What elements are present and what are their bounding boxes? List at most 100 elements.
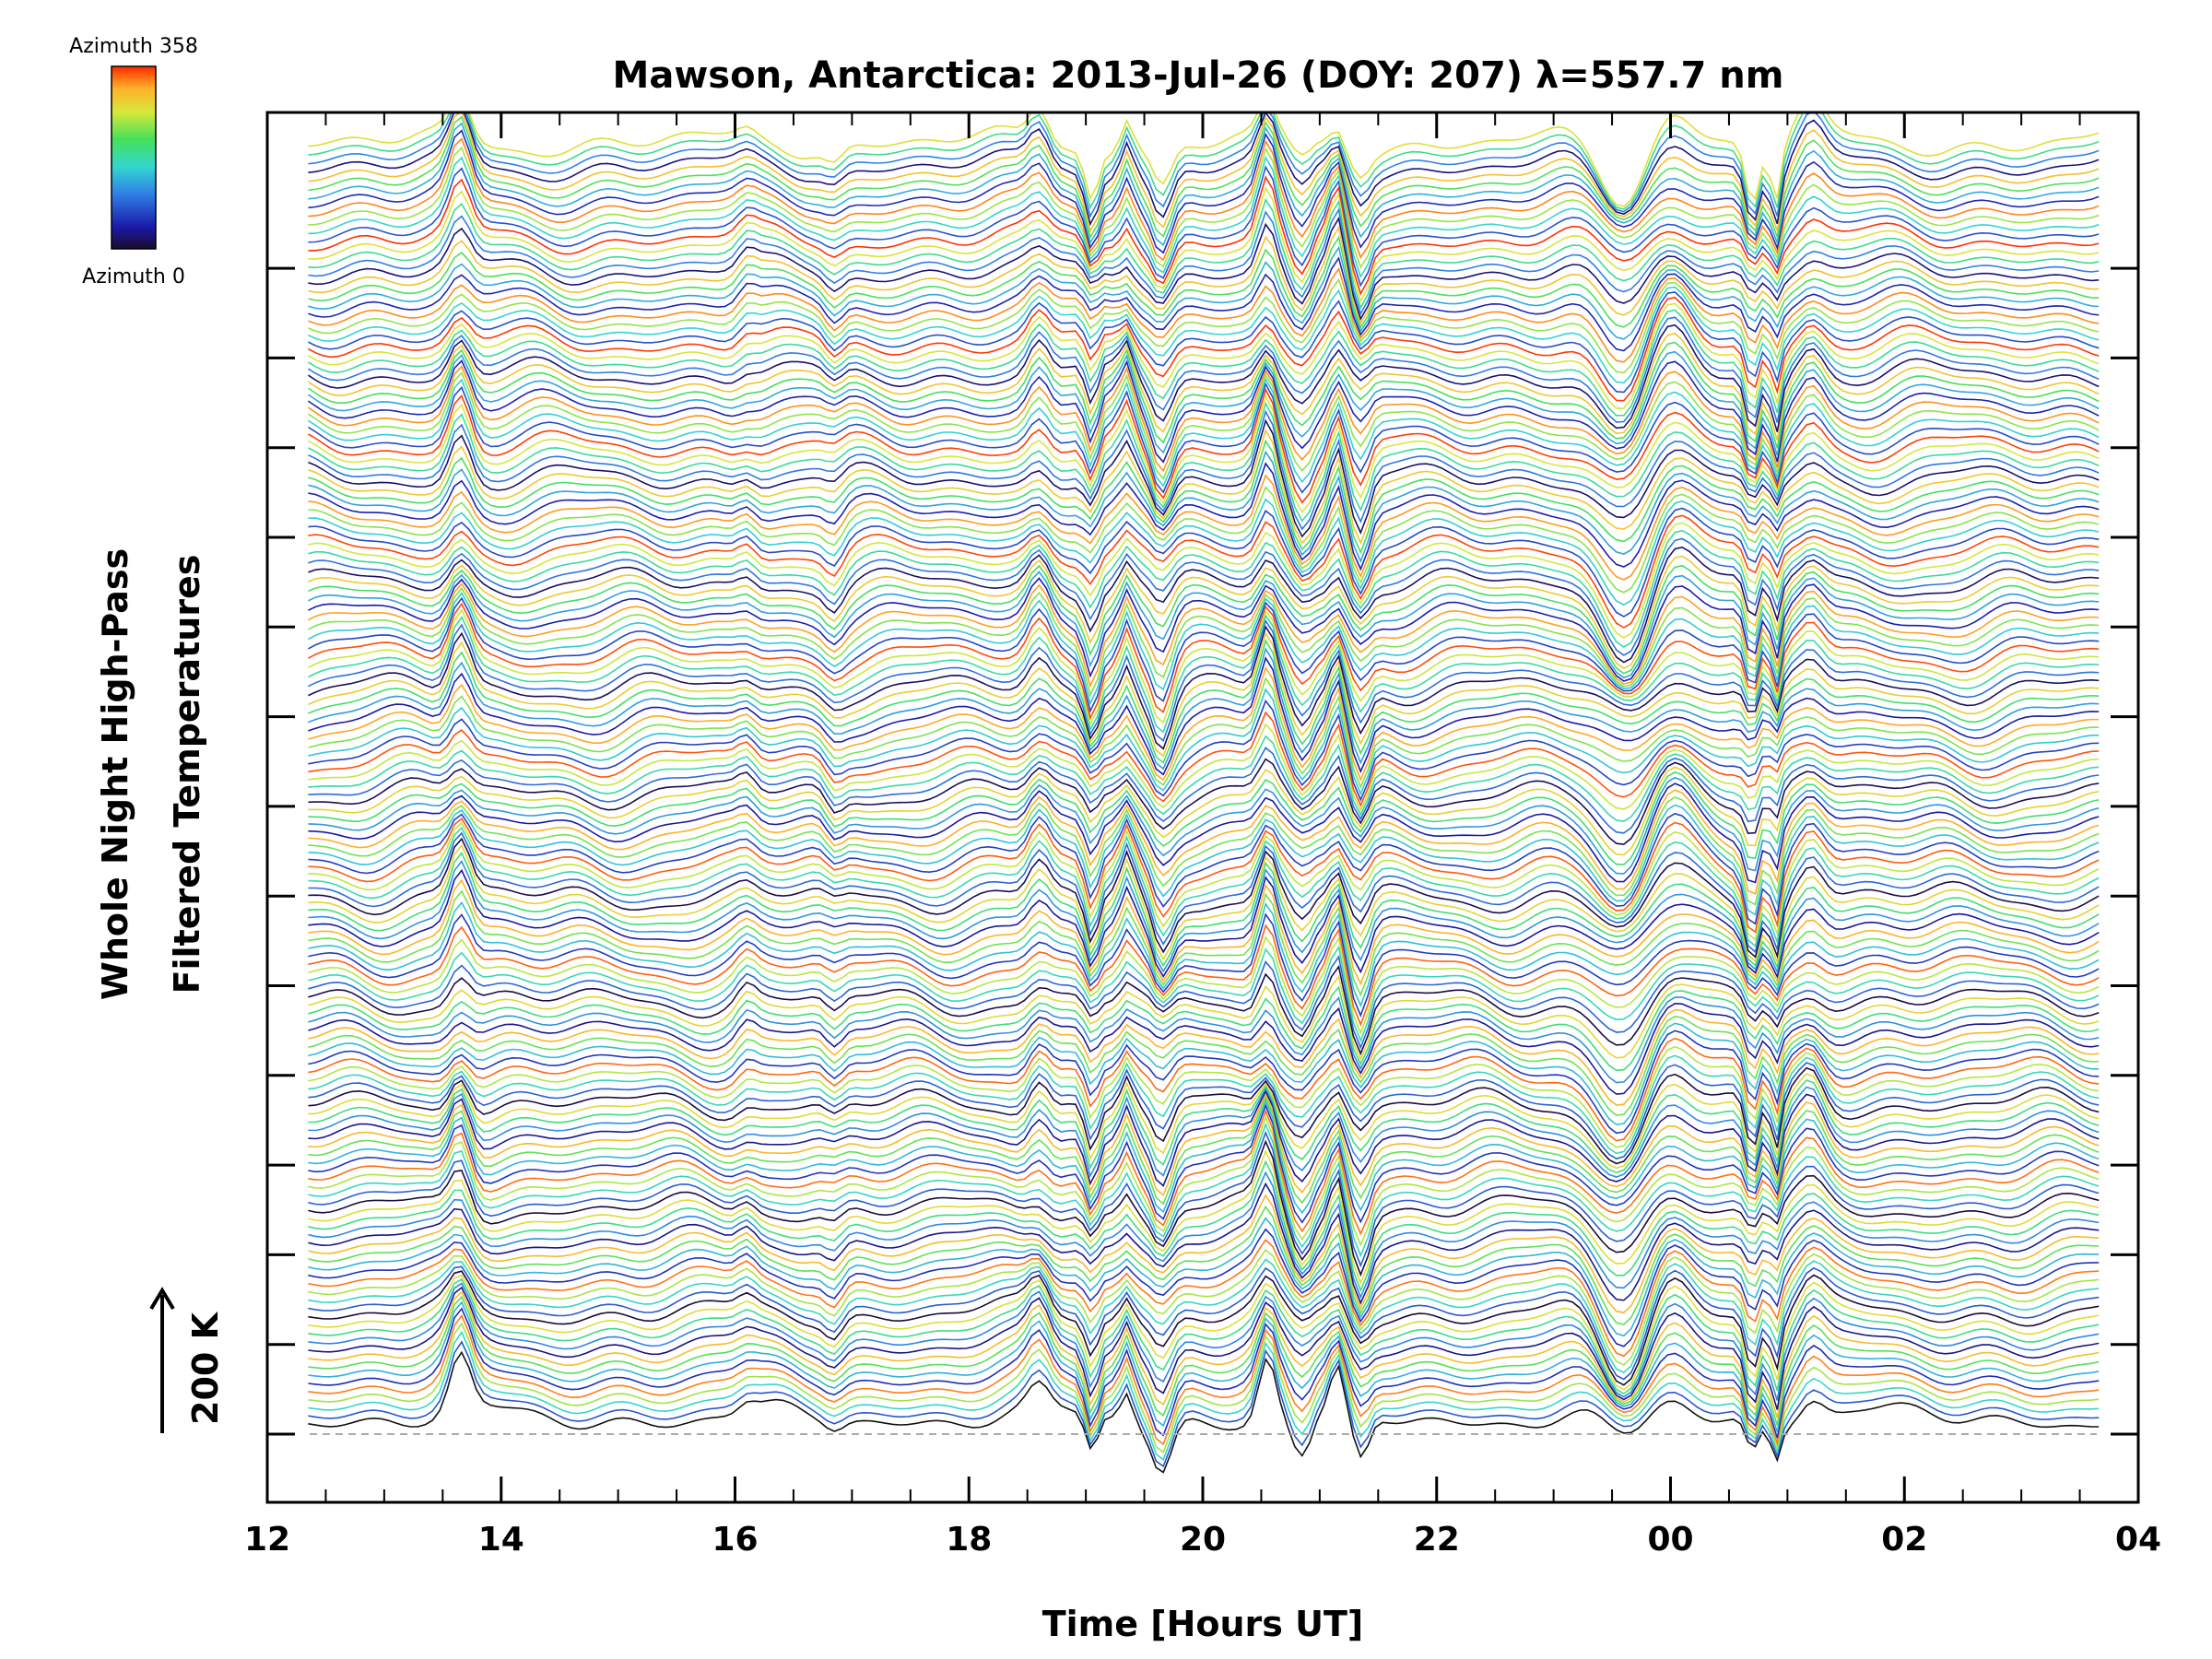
azimuth-trace <box>308 1095 2100 1206</box>
x-tick-marks <box>265 112 2140 1502</box>
azimuth-trace <box>308 804 2100 916</box>
azimuth-trace <box>308 592 2100 706</box>
azimuth-trace <box>308 507 2100 618</box>
plot-frame <box>265 111 2140 1504</box>
azimuth-trace <box>308 747 2100 834</box>
azimuth-trace <box>308 758 2100 845</box>
azimuth-trace <box>308 115 2100 241</box>
azimuth-trace <box>308 296 2100 402</box>
azimuth-trace <box>308 859 2100 975</box>
azimuth-trace <box>308 955 2100 1050</box>
azimuth-trace <box>308 266 2100 363</box>
x-tick-label: 02 <box>1881 1521 1927 1559</box>
azimuth-trace <box>307 387 2100 504</box>
azimuth-trace <box>308 1054 2100 1155</box>
azimuth-trace <box>308 1217 2100 1337</box>
azimuth-trace <box>308 766 2100 856</box>
x-tick-label: 04 <box>2115 1521 2161 1559</box>
azimuth-trace <box>308 256 2100 352</box>
azimuth-trace <box>308 401 2100 523</box>
azimuth-trace <box>308 112 2100 210</box>
azimuth-trace <box>308 974 2100 1061</box>
azimuth-trace <box>308 1270 2100 1386</box>
azimuth-trace <box>308 618 2100 743</box>
azimuth-trace <box>308 1274 2100 1391</box>
azimuth-trace <box>308 1015 2100 1116</box>
colorbar-min-label: Azimuth 0 <box>82 265 185 288</box>
azimuth-trace <box>308 450 2100 564</box>
azimuth-trace <box>308 245 2100 340</box>
azimuth-trace <box>308 1350 2100 1474</box>
azimuth-trace <box>307 341 2100 449</box>
azimuth-trace <box>308 1171 2100 1300</box>
azimuth-trace <box>308 608 2100 726</box>
chart-title: Mawson, Antarctica: 2013-Jul-26 (DOY: 20… <box>613 54 1784 97</box>
azimuth-trace <box>307 350 2100 456</box>
azimuth-trace <box>308 112 2100 234</box>
azimuth-trace <box>308 577 2100 682</box>
azimuth-trace <box>308 186 2100 303</box>
azimuth-trace <box>308 291 2100 394</box>
azimuth-trace <box>308 1149 2100 1286</box>
azimuth-trace <box>308 286 2100 384</box>
x-tick-label: 16 <box>712 1521 758 1559</box>
x-tick-label: 12 <box>244 1521 290 1559</box>
y-axis-title-line1: Whole Night High-Pass <box>95 548 135 1000</box>
azimuth-trace <box>308 462 2100 571</box>
azimuth-trace <box>308 537 2100 656</box>
azimuth-trace <box>308 868 2100 980</box>
azimuth-trace <box>308 789 2100 895</box>
azimuth-trace <box>308 216 2100 321</box>
azimuth-trace <box>308 826 2100 947</box>
azimuth-trace <box>308 625 2100 750</box>
azimuth-trace <box>308 596 2100 713</box>
azimuth-trace <box>308 571 2100 679</box>
azimuth-trace <box>308 1290 2100 1418</box>
azimuth-trace <box>308 522 2100 639</box>
azimuth-trace <box>308 529 2100 648</box>
azimuth-trace <box>308 129 2100 254</box>
azimuth-trace <box>308 1295 2100 1426</box>
x-tick-label: 14 <box>478 1521 524 1559</box>
azimuth-trace <box>308 474 2100 581</box>
azimuth-trace <box>308 935 2100 1036</box>
azimuth-trace <box>308 1194 2100 1313</box>
azimuth-trace <box>308 796 2100 906</box>
azimuth-trace <box>307 309 2100 417</box>
azimuth-trace <box>308 1045 2100 1148</box>
azimuth-trace <box>308 699 2100 802</box>
azimuth-trace <box>307 371 2100 480</box>
azimuth-trace <box>308 843 2100 965</box>
azimuth-trace <box>308 889 2100 997</box>
azimuth-trace <box>308 409 2100 531</box>
azimuth-trace <box>308 1073 2100 1170</box>
azimuth-trace <box>307 324 2100 432</box>
azimuth-trace <box>308 1265 2100 1381</box>
azimuth-trace <box>308 924 2100 1027</box>
azimuth-trace <box>308 514 2100 629</box>
azimuth-trace <box>308 225 2100 325</box>
azimuth-trace <box>308 771 2100 866</box>
azimuth-trace <box>307 365 2100 473</box>
azimuth-trace <box>308 1130 2100 1268</box>
azimuth-trace <box>308 821 2100 941</box>
colorbar-gradient <box>111 65 157 250</box>
azimuth-trace <box>308 614 2100 734</box>
azimuth-trace <box>308 665 2100 782</box>
y-tick-marks <box>267 266 2138 1436</box>
azimuth-trace <box>308 1258 2100 1374</box>
x-tick-label: 00 <box>1647 1521 1693 1559</box>
azimuth-trace <box>308 776 2100 875</box>
azimuth-trace <box>308 175 2100 296</box>
azimuth-trace <box>308 1066 2100 1165</box>
azimuth-trace <box>308 1122 2100 1258</box>
azimuth-trace <box>308 912 2100 1018</box>
azimuth-trace <box>308 1182 2100 1305</box>
azimuth-trace <box>308 688 2100 796</box>
y-axis-title-line2: Filtered Temperatures <box>167 555 207 994</box>
azimuth-trace <box>308 647 2100 771</box>
scale-indicator: 200 K <box>149 1287 226 1433</box>
azimuth-trace <box>308 782 2100 884</box>
azimuth-trace <box>308 656 2100 776</box>
